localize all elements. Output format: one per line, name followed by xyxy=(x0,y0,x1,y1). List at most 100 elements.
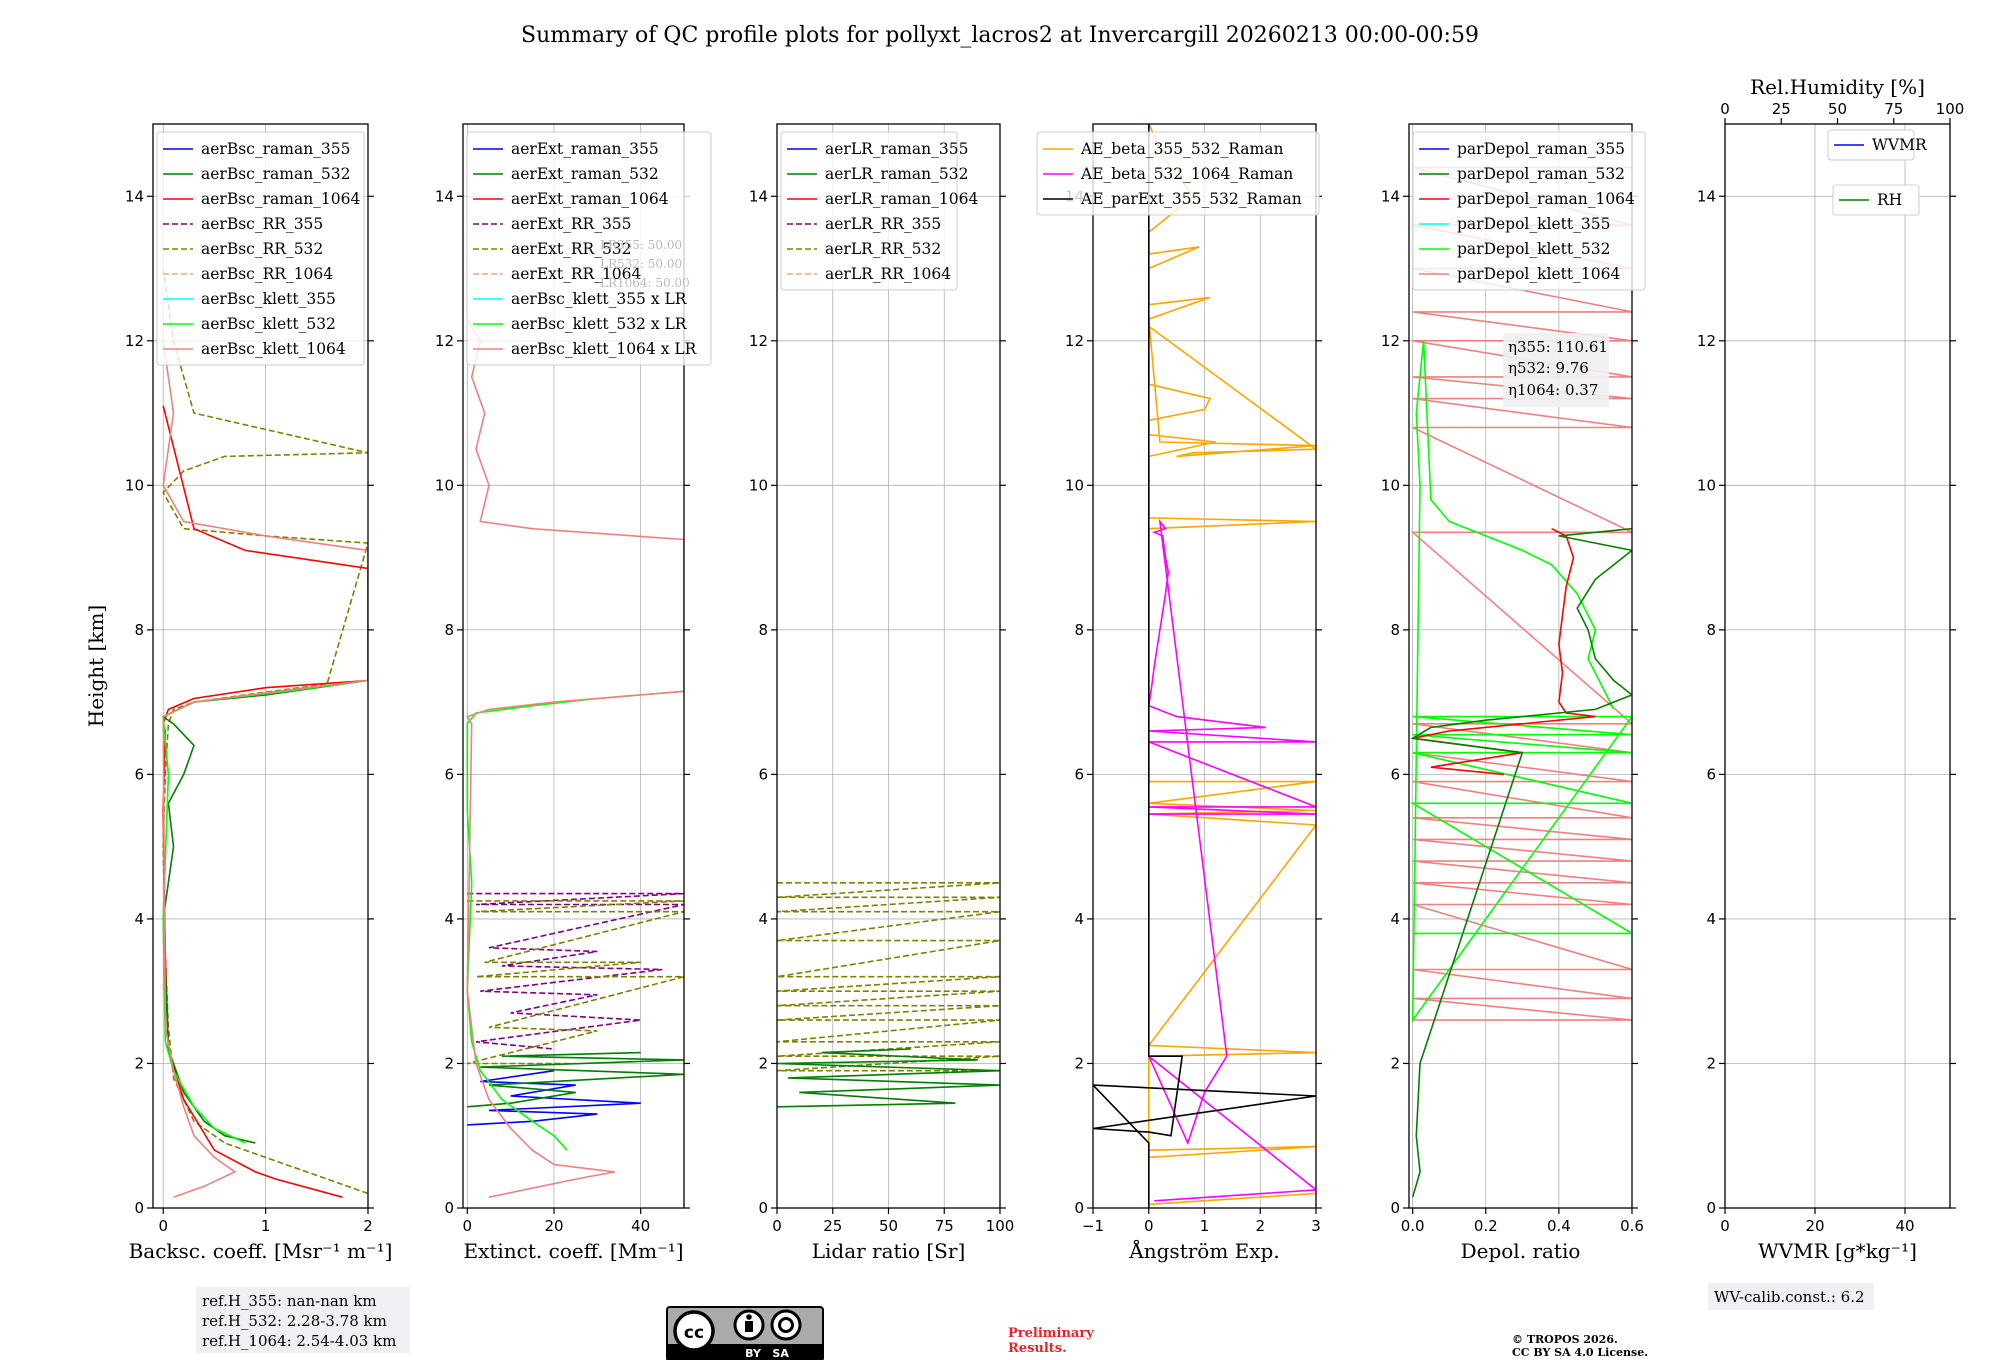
legend-entry: aerBsc_klett_355 x LR xyxy=(511,290,688,308)
y-tick-label: 6 xyxy=(1390,765,1400,783)
y-tick-label: 0 xyxy=(1390,1199,1400,1217)
y-tick-label: 12 xyxy=(1381,332,1400,350)
legend: aerLR_raman_355 aerLR_raman_532 aerLR_rama… xyxy=(780,131,978,291)
legend-entry: parDepol_raman_1064 xyxy=(1457,190,1635,208)
x-tick-label: 20 xyxy=(1805,1217,1824,1235)
lr-note-1064: LR1064: 50.00 xyxy=(600,276,690,290)
y-tick-label: 10 xyxy=(1065,476,1084,494)
cc-badge-label: BY SA xyxy=(745,1347,789,1360)
y-tick-label: 0 xyxy=(1706,1199,1716,1217)
eta-notes: η355: 110.61 η532: 9.76 η1064: 0.37 xyxy=(1503,333,1609,407)
y-tick-label: 2 xyxy=(1390,1054,1400,1072)
y-tick-label: 10 xyxy=(749,476,768,494)
panel-lidar_ratio: 0 25 50 75 100 0 2 4 6 8 10 12 14 Lidar ratio [Sr] aer… xyxy=(749,123,1015,1263)
y-tick-label: 12 xyxy=(1697,332,1716,350)
legend-entry: aerBsc_klett_532 xyxy=(201,315,336,333)
x-tick-label: 0 xyxy=(1720,1217,1730,1235)
eta-note-355: η355: 110.61 xyxy=(1508,338,1608,356)
y-tick-label: 10 xyxy=(1697,476,1716,494)
legend: aerExt_raman_355 aerExt_raman_532 aerExt_r… xyxy=(466,131,712,366)
series-aerExt_raman_355 xyxy=(467,1069,641,1126)
series-group xyxy=(777,881,1000,1108)
y-tick-label: 0 xyxy=(758,1199,768,1217)
wv-calib-note: WV-calib.const.: 6.2 xyxy=(1714,1288,1865,1306)
series-parDepol_raman_532 xyxy=(1410,527,1632,1198)
y-tick-label: 12 xyxy=(749,332,768,350)
legend-entry: parDepol_klett_1064 xyxy=(1457,265,1620,283)
x-axis-label: Backsc. coeff. [Msr⁻¹ m⁻¹] xyxy=(129,1239,393,1263)
y-tick-label: 2 xyxy=(1706,1054,1716,1072)
y-tick-label: 10 xyxy=(125,476,144,494)
copyright-line-1: © TROPOS 2026. xyxy=(1512,1333,1618,1346)
series-group xyxy=(1093,124,1316,1208)
y-tick-label: 2 xyxy=(1074,1054,1084,1072)
panels: 0 1 2 0 2 4 6 8 10 12 14 Backsc. coeff. [Msr⁻¹ m⁻¹]… xyxy=(84,75,1964,1263)
legend-box xyxy=(1832,184,1920,216)
by-icon xyxy=(733,1309,765,1341)
legend-entry: aerExt_raman_532 xyxy=(511,165,659,183)
top-axis-label: Rel.Humidity [%] xyxy=(1750,75,1925,99)
x-tick-label: 0 xyxy=(772,1217,782,1235)
panel-wvmr: 0 20 40 0 2 4 6 8 10 12 14 WVMR [g*kg⁻¹] 0 25 50 75 100 R… xyxy=(1697,75,1964,1263)
legend-entry: WVMR xyxy=(1872,136,1928,154)
x-tick-label: 50 xyxy=(879,1217,898,1235)
lr-note-532: LR532: 50.00 xyxy=(600,257,682,271)
y-tick-label: 6 xyxy=(758,765,768,783)
x-tick-label: −1 xyxy=(1082,1217,1104,1235)
x-tick-label: 100 xyxy=(986,1217,1015,1235)
legend-box xyxy=(1827,129,1915,161)
series-aerBsc_klett_1064 xyxy=(162,340,368,1198)
y-tick-label: 8 xyxy=(134,621,144,639)
lr-notes: LR355: 50.00 LR532: 50.00 LR1064: 50.00 xyxy=(600,238,690,290)
x-tick-label: 75 xyxy=(935,1217,954,1235)
figure-title: Summary of QC profile plots for pollyxt_… xyxy=(521,23,1479,48)
y-tick-label: 6 xyxy=(444,765,454,783)
lr-note-355: LR355: 50.00 xyxy=(600,238,682,252)
panel-angstrom: −1012302468101214Ångström Exp.AE_beta_35… xyxy=(1036,123,1322,1263)
y-tick-label: 14 xyxy=(1697,187,1716,205)
panel-extinction: 0 20 40 0 2 4 6 8 10 12 14 Extinct. coeff. [Mm⁻¹] ae… xyxy=(435,123,712,1263)
x-tick-label: 0 xyxy=(463,1217,473,1235)
x-tick-label: 2 xyxy=(1255,1217,1265,1235)
y-tick-label: 10 xyxy=(1381,476,1400,494)
y-tick-label: 6 xyxy=(1706,765,1716,783)
copyright-line-2: CC BY SA 4.0 License. xyxy=(1512,1346,1648,1359)
x-tick-label: 25 xyxy=(823,1217,842,1235)
legend-entry: aerLR_raman_355 xyxy=(825,140,968,158)
axes-frame xyxy=(152,123,369,1209)
y-tick-label: 4 xyxy=(134,910,144,928)
legend-box xyxy=(1412,131,1646,291)
y-tick-label: 2 xyxy=(758,1054,768,1072)
legend-entry: aerLR_raman_532 xyxy=(825,165,968,183)
y-tick-label: 4 xyxy=(1706,910,1716,928)
series-aerBsc_klett_1064 x LR xyxy=(466,318,684,1198)
y-tick-label: 6 xyxy=(1074,765,1084,783)
series-AE_beta_355_532_Raman xyxy=(1147,124,1316,1206)
reference-height-box: ref.H_355: nan-nan km ref.H_532: 2.28-3.… xyxy=(196,1287,410,1353)
legend-entry: aerLR_raman_1064 xyxy=(825,190,978,208)
y-tick-label: 12 xyxy=(125,332,144,350)
y-tick-label: 8 xyxy=(1706,621,1716,639)
legend-entry: aerBsc_klett_1064 xyxy=(201,340,346,358)
series-group xyxy=(161,268,368,1198)
legend-entry: AE_beta_355_532_Raman xyxy=(1080,140,1283,158)
legend-entry: aerExt_RR_1064 xyxy=(511,265,642,283)
y-tick-label: 8 xyxy=(758,621,768,639)
series-aerLR_raman_532 xyxy=(777,1048,1000,1108)
series-aerLR_RR_532 xyxy=(777,881,1000,1072)
legend-entry: aerBsc_RR_355 xyxy=(201,215,323,233)
svg-text:cc: cc xyxy=(684,1323,704,1343)
x-tick-label: 3 xyxy=(1311,1217,1321,1235)
legend-entry: aerLR_RR_355 xyxy=(825,215,941,233)
y-tick-label: 14 xyxy=(435,187,454,205)
preliminary-line-2: Results. xyxy=(1008,1341,1067,1356)
x-tick-label: 40 xyxy=(631,1217,650,1235)
legend: aerBsc_raman_355 aerBsc_raman_532 aerBsc_r… xyxy=(156,131,365,366)
x-axis-label: Extinct. coeff. [Mm⁻¹] xyxy=(463,1239,683,1263)
legend-box xyxy=(780,131,958,291)
legend-box xyxy=(1036,131,1320,216)
top-x-tick-label: 0 xyxy=(1720,100,1730,118)
legend-entry: aerExt_RR_532 xyxy=(511,240,632,258)
y-tick-label: 14 xyxy=(1381,187,1400,205)
